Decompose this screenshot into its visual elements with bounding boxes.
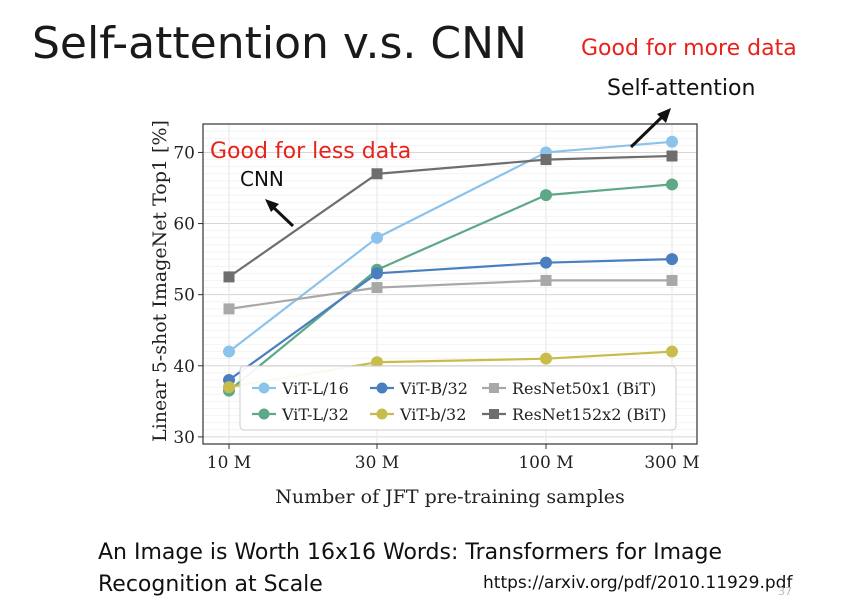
legend-label: ViT-B/32 [399,379,468,398]
caption-line-2: Recognition at Scale [98,572,323,597]
y-axis-ticks: 30 40 50 60 70 [173,143,203,448]
data-point [540,189,552,202]
data-point [666,150,678,162]
good-for-more-data-note: Good for more data [581,36,797,61]
y-axis-label: Linear 5-shot ImageNet Top1 [%] [149,120,171,442]
x-axis-ticks: 10 M 30 M 100 M 300 M [207,444,700,473]
data-point [223,345,235,358]
x-tick-label: 10 M [207,453,251,473]
data-point [666,253,678,266]
series-line [228,183,673,392]
legend-box [239,365,677,431]
caption-line-1: An Image is Worth 16x16 Words: Transform… [98,540,723,565]
series-line [228,279,672,310]
legend-item: ViT-b/32 [370,405,466,424]
x-tick-label: 100 M [518,453,573,473]
legend-item: ResNet50x1 (BiT) [482,379,656,398]
data-point [371,267,383,280]
data-point [666,135,678,148]
legend-marker [258,382,270,394]
data-point [540,274,552,286]
data-point [371,231,383,244]
x-tick-label: 300 M [644,453,699,473]
data-point [223,303,235,315]
data-point [666,274,678,286]
paper-caption: An Image is Worth 16x16 Words: Transform… [98,537,722,601]
legend-marker [258,408,270,420]
slide-title: Self-attention v.s. CNN [32,18,527,69]
data-point [223,381,235,394]
data-point [540,352,552,365]
y-tick-label: 60 [173,215,195,235]
data-point [666,345,678,358]
cnn-note: CNN [240,167,284,191]
self-attention-arrow [629,108,671,149]
series-vit-b-32 [223,253,678,386]
data-point [540,256,552,269]
plot-frame [202,123,698,445]
cnn-arrow [265,199,295,228]
legend-label: ResNet152x2 (BiT) [512,405,666,424]
series-line [228,154,673,278]
legend-marker [376,382,388,394]
legend-label: ViT-b/32 [399,405,466,424]
data-point [371,356,383,369]
series-resnet50x1-bit [223,274,678,315]
data-point [371,282,383,294]
page-number: 37 [778,585,792,598]
data-point [540,154,552,166]
legend-item: ViT-B/32 [370,379,468,398]
legend: ViT-L/16 ViT-B/32 ResNet50x1 (BiT) ViT-L/32… [239,365,677,431]
legend-item: ViT-L/32 [252,405,349,424]
y-tick-label: 50 [173,286,195,306]
data-point [223,271,235,283]
y-tick-label: 30 [173,428,195,448]
y-tick-label: 70 [173,143,195,163]
good-for-less-data-note: Good for less data [210,139,411,164]
legend-item: ViT-L/16 [252,379,349,398]
series-vit-l-16 [223,135,678,358]
data-point [666,178,678,191]
y-tick-label: 40 [173,357,195,377]
legend-marker [376,408,388,420]
series-resnet152x2-bit [223,150,678,283]
paper-url: https://arxiv.org/pdf/2010.11929.pdf [483,573,793,593]
legend-label: ResNet50x1 (BiT) [512,379,656,398]
x-tick-label: 30 M [355,453,399,473]
legend-label: ViT-L/32 [281,405,349,424]
data-point [371,168,383,180]
legend-marker [489,409,499,419]
x-axis-label: Number of JFT pre-training samples [275,486,625,508]
self-attention-note: Self-attention [607,76,756,101]
series-line [228,258,673,381]
legend-item: ResNet152x2 (BiT) [482,405,666,424]
legend-marker [489,383,499,393]
series-line [228,140,673,353]
legend-label: ViT-L/16 [281,379,349,398]
